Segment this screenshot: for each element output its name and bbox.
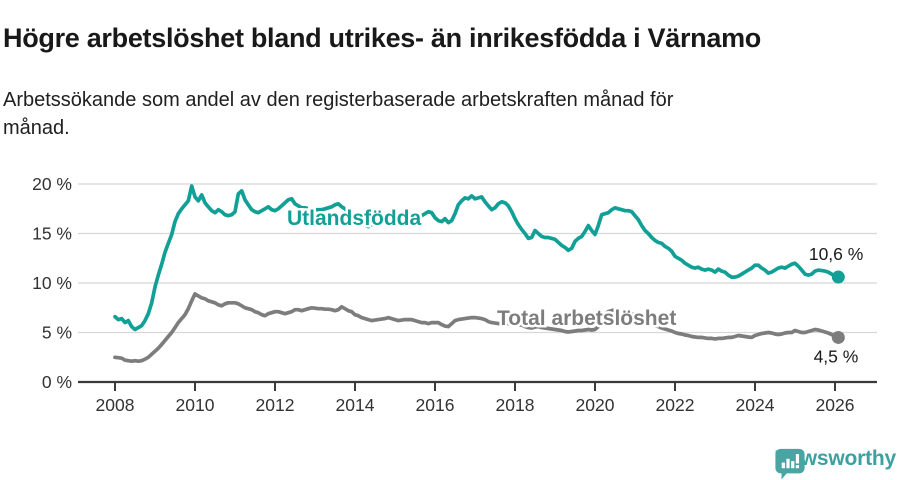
y-tick-label: 15 % [32,224,72,244]
x-tick-label: 2026 [816,395,855,415]
logo-bar-1 [782,462,786,469]
chart-subtitle: Arbetssökande som andel av den registerb… [3,89,674,139]
logo-bar-3 [791,461,795,469]
page-title: Högre arbetslöshet bland utrikes- än inr… [3,23,761,54]
x-tick-label: 2020 [576,395,615,415]
x-tick-label: 2010 [176,395,215,415]
logo-exclamation-bar [796,454,800,464]
end-value-label-total: 4,5 % [814,346,859,366]
series-end-dot-total [831,330,845,344]
x-tick-label: 2016 [416,395,455,415]
x-tick-label: 2022 [656,395,695,415]
x-tick-label: 2014 [336,395,375,415]
series-line-total [113,292,841,364]
x-tick-label: 2012 [256,395,295,415]
x-tick-label: 2008 [96,395,135,415]
x-tick-label: 2018 [496,395,535,415]
x-tick-label: 2024 [736,395,775,415]
brand-footer: Newsworthy [774,447,896,480]
y-tick-label: 10 % [32,273,72,293]
series-label-utlandsfodda: Utlandsfödda [287,207,421,230]
logo-bar-2 [786,458,790,469]
logo-bubble [775,448,805,480]
series-line-utlandsfodda [113,184,841,332]
end-value-label-utlandsfodda: 10,6 % [809,244,863,264]
logo-exclamation-dot [796,465,800,469]
series-end-dot-utlandsfodda [831,270,845,284]
series-label-total: Total arbetslöshet [497,307,676,330]
y-tick-label: 0 % [42,372,72,392]
bar-chart-speech-bubble-icon [775,448,805,480]
y-tick-label: 20 % [32,174,72,194]
y-tick-label: 5 % [42,323,72,343]
